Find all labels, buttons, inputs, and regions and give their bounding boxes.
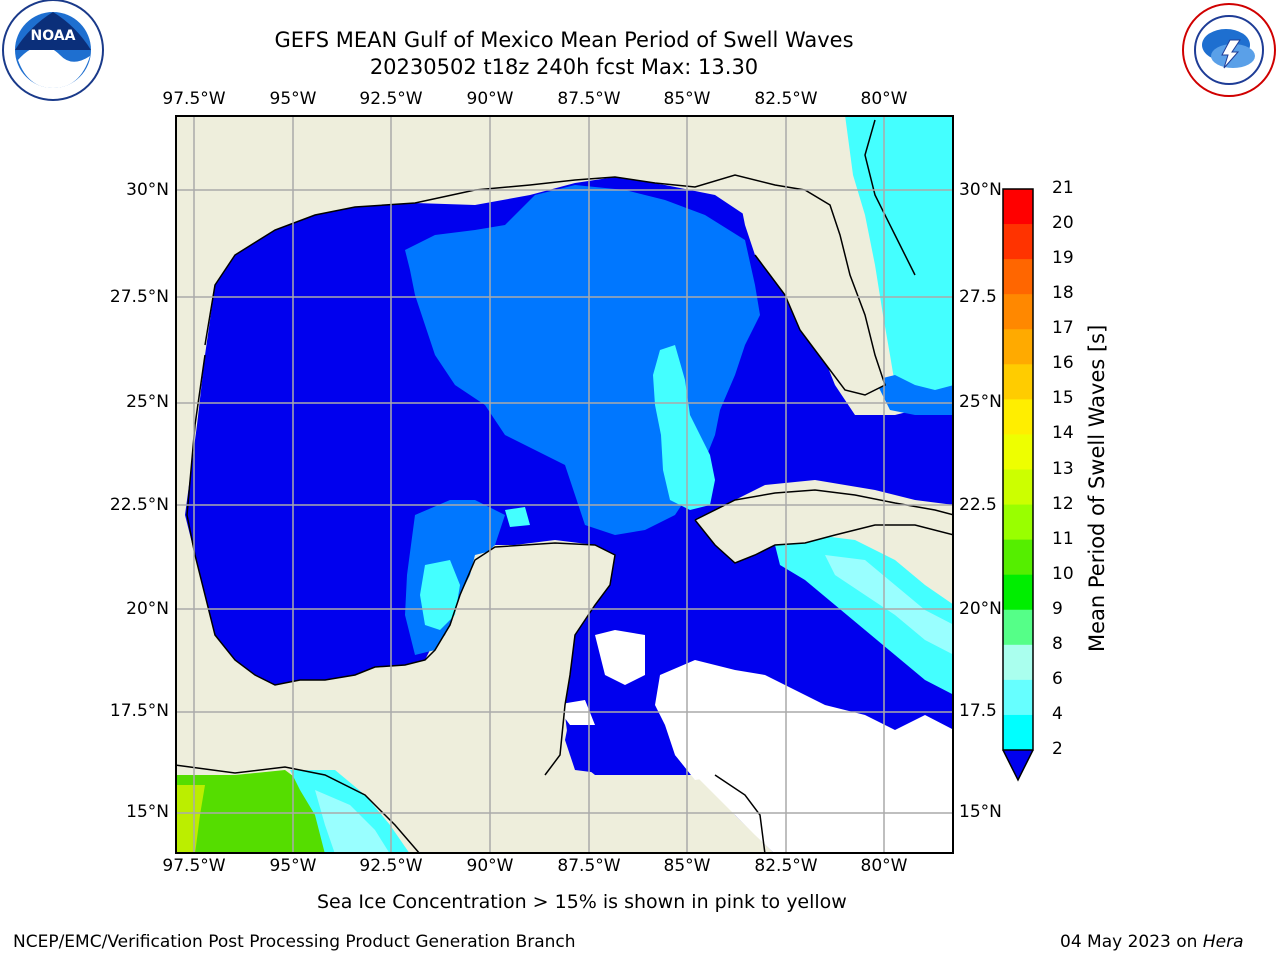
- lat-tick-left-label: 22.5°N: [109, 495, 169, 515]
- lon-tick-bottom-label: 87.5°W: [557, 856, 621, 876]
- colorbar-tick-label: 17: [1052, 318, 1074, 339]
- lat-tick-left-label: 17.5°N: [109, 701, 169, 721]
- colorbar-tick-label: 2: [1052, 739, 1063, 759]
- lon-tick-top-label: 85°W: [663, 89, 711, 109]
- colorbar-tick-label: 11: [1052, 528, 1074, 549]
- chart-title: GEFS MEAN Gulf of Mexico Mean Period of …: [274, 28, 854, 52]
- lon-tick-bottom-label: 90°W: [466, 856, 514, 876]
- colorbar-swatch: [1003, 259, 1033, 295]
- lon-tick-bottom-label: 92.5°W: [359, 856, 423, 876]
- lat-tick-right-label: 20°N: [959, 599, 1002, 619]
- lat-tick-right-label: 15°N: [959, 802, 1002, 822]
- colorbar-tick-label: 14: [1052, 423, 1074, 444]
- colorbar-tick-label: 4: [1052, 703, 1063, 724]
- colorbar-tick-label: 20: [1052, 213, 1074, 234]
- lat-tick-right-label: 25°N: [959, 392, 1002, 412]
- lon-tick-top-label: 95°W: [269, 89, 317, 109]
- lon-tick-bottom-label: 97.5°W: [162, 856, 226, 876]
- map-panel: [175, 115, 954, 854]
- run-date: 04 May 2023 on Hera: [1060, 932, 1244, 952]
- colorbar-tick-label: 21: [1052, 178, 1074, 198]
- colorbar-swatch: [1003, 364, 1033, 400]
- colorbar-tick-label: 12: [1052, 493, 1074, 514]
- colorbar-swatch: [1003, 714, 1033, 751]
- no-data-patches: [555, 630, 954, 854]
- colorbar-tick-label: 8: [1052, 633, 1063, 654]
- noaa-logo-text: NOAA: [31, 28, 76, 44]
- colorbar-label: Mean Period of Swell Waves [s]: [1085, 324, 1109, 652]
- lat-tick-right-label: 22.5: [959, 495, 997, 515]
- pacific-swell-lightcyan: [315, 790, 390, 854]
- colorbar-swatch: [1003, 434, 1033, 470]
- colorbar-tick-label: 6: [1052, 668, 1063, 689]
- nws-logo: [1182, 3, 1276, 97]
- yucatan-land: [450, 540, 615, 775]
- cuba-land: [695, 490, 954, 563]
- lat-tick-right-label: 30°N: [959, 180, 1002, 200]
- colorbar-extend-triangle: [1003, 750, 1033, 780]
- lon-tick-top-label: 87.5°W: [557, 89, 621, 109]
- colorbar-tick-label: 15: [1052, 388, 1074, 409]
- gulf-swell-cyan: [653, 345, 715, 510]
- lon-tick-top-label: 92.5°W: [359, 89, 423, 109]
- colorbar-swatch: [1003, 609, 1033, 646]
- lon-tick-bottom-label: 80°W: [860, 856, 908, 876]
- lon-tick-bottom-label: 85°W: [663, 856, 711, 876]
- graticule: [175, 115, 954, 854]
- lon-tick-top-label: 82.5°W: [754, 89, 818, 109]
- coastline: [175, 119, 954, 854]
- caribbean-swell-cyan: [775, 535, 954, 695]
- colorbar-tick-label: 9: [1052, 598, 1063, 619]
- lon-tick-bottom-label: 82.5°W: [754, 856, 818, 876]
- colorbar-swatch: [1003, 574, 1033, 611]
- chart-subtitle: 20230502 t18z 240h fcst Max: 13.30: [369, 55, 759, 79]
- sea-ice-note: Sea Ice Concentration > 15% is shown in …: [317, 891, 847, 913]
- caribbean-swell-lightcyan: [825, 555, 954, 655]
- colorbar-tick-label: 19: [1052, 248, 1074, 269]
- colorbar-swatch: [1003, 294, 1033, 330]
- colorbar-tick-label: 13: [1052, 458, 1074, 479]
- colorbar-swatch: [1003, 679, 1033, 716]
- gulf-swell-cyan-west: [420, 560, 460, 630]
- noaa-logo: NOAA: [2, 0, 104, 101]
- lat-tick-left-label: 20°N: [126, 599, 169, 619]
- lon-tick-top-label: 97.5°W: [162, 89, 226, 109]
- lat-tick-left-label: 25°N: [126, 392, 169, 412]
- colorbar-swatch: [1003, 504, 1033, 541]
- colorbar: [1002, 188, 1034, 782]
- branch-credit: NCEP/EMC/Verification Post Processing Pr…: [13, 932, 576, 952]
- colorbar-tick-label: 10: [1052, 563, 1074, 584]
- colorbar-swatch: [1003, 399, 1033, 435]
- lon-tick-top-label: 90°W: [466, 89, 514, 109]
- run-date-text: 04 May 2023 on: [1060, 932, 1203, 952]
- pacific-swell-green: [175, 770, 335, 854]
- colorbar-swatch: [1003, 539, 1033, 576]
- lon-tick-top-label: 80°W: [860, 89, 908, 109]
- lon-tick-bottom-label: 95°W: [269, 856, 317, 876]
- colorbar-tick-label: 16: [1052, 353, 1074, 374]
- florida-land: [735, 175, 885, 395]
- colorbar-swatch: [1003, 469, 1033, 506]
- lat-tick-right-label: 27.5: [959, 287, 997, 307]
- colorbar-swatch: [1003, 189, 1033, 225]
- lat-tick-left-label: 15°N: [126, 802, 169, 822]
- colorbar-swatch: [1003, 224, 1033, 260]
- colorbar-swatch: [1003, 644, 1033, 681]
- gulf-swell-cyan-small: [505, 507, 530, 527]
- lat-tick-left-label: 30°N: [126, 180, 169, 200]
- colorbar-swatch: [1003, 329, 1033, 365]
- pacific-swell-yellowgreen: [175, 785, 205, 854]
- atlantic-swell-midblue: [875, 375, 954, 415]
- colorbar-tick-label: 18: [1052, 283, 1074, 304]
- lat-tick-right-label: 17.5: [959, 701, 997, 721]
- run-host: Hera: [1202, 932, 1244, 952]
- lat-tick-left-label: 27.5°N: [109, 287, 169, 307]
- atlantic-swell-cyan: [845, 115, 954, 405]
